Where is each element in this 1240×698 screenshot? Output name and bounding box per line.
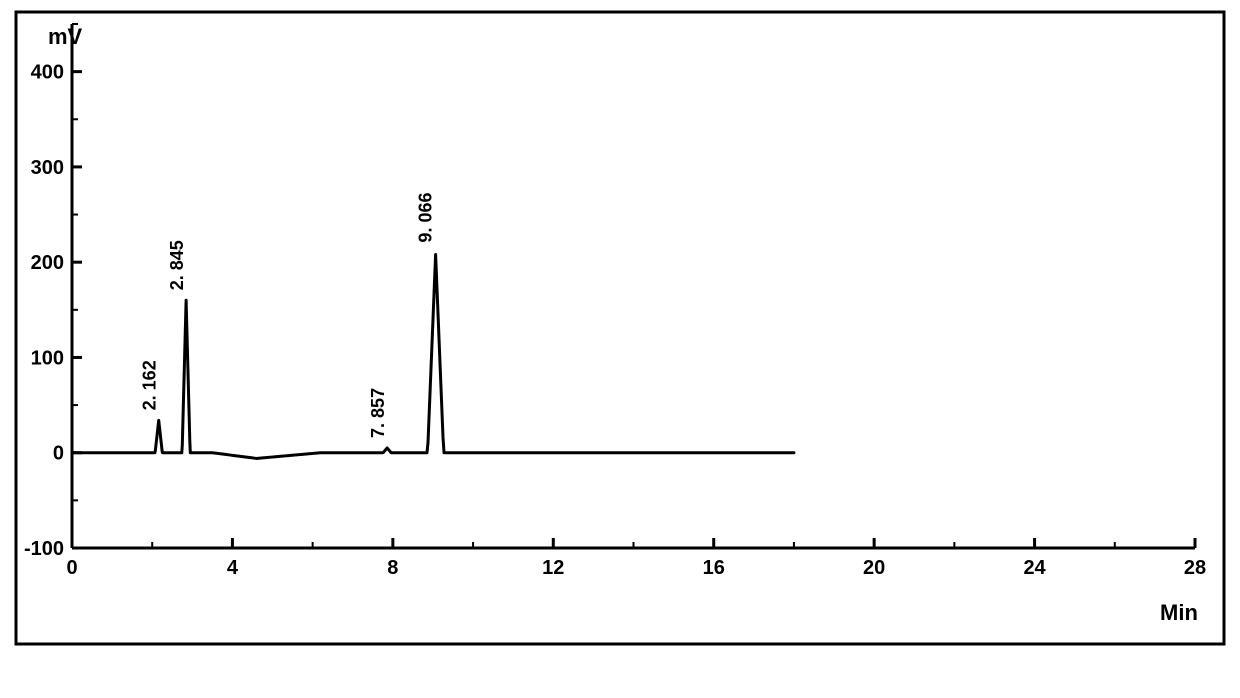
y-tick-label: 200 [31,252,64,274]
y-tick-label: 400 [31,62,64,84]
x-axis-title: Min [1160,600,1198,625]
x-tick-label: 20 [863,557,885,579]
x-tick-label: 4 [227,557,239,579]
peak-label: 2. 162 [140,360,160,410]
x-tick-label: 0 [66,557,77,579]
x-tick-label: 12 [542,557,564,579]
y-tick-label: 100 [31,347,64,369]
x-tick-label: 24 [1023,557,1046,579]
y-tick-label: -100 [24,538,64,560]
y-tick-label: 0 [53,443,64,465]
chromatogram-chart: 4003002001000-1000481216202428mVMin2. 16… [0,0,1240,698]
x-tick-label: 8 [387,557,398,579]
x-tick-label: 16 [703,557,725,579]
peak-label: 9. 066 [416,193,436,243]
y-tick-label: 300 [31,157,64,179]
x-tick-label: 28 [1184,557,1206,579]
y-axis-title: mV [48,24,83,49]
peak-label: 7. 857 [368,388,388,438]
peak-label: 2. 845 [167,240,187,290]
